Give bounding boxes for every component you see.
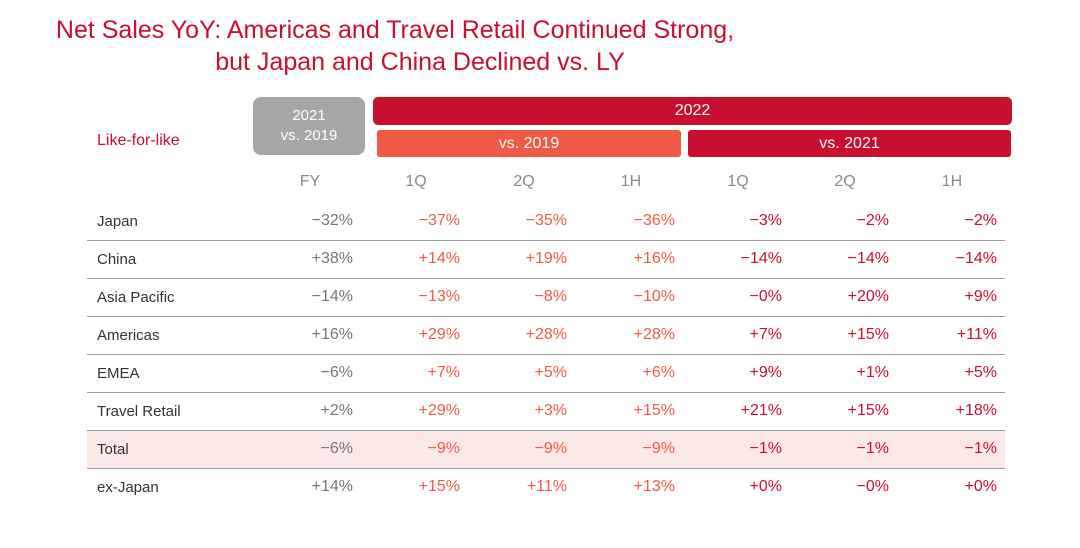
table-cell: +29%	[418, 402, 460, 419]
table-cell: −1%	[749, 440, 782, 457]
col-fy: FY	[299, 173, 321, 190]
table-cell: −14%	[740, 250, 782, 267]
header-2021-year: 2021	[292, 107, 326, 124]
table-cell: +19%	[525, 250, 567, 267]
header-2021-vs-2019: 2021 vs. 2019	[253, 97, 365, 155]
row-label: Travel Retail	[97, 403, 181, 420]
table-cell: +28%	[525, 326, 567, 343]
table-cell: +7%	[749, 326, 782, 343]
like-for-like-label: Like-for-like	[97, 132, 180, 149]
table-cell: −14%	[311, 288, 353, 305]
table-row: Asia Pacific −14% −13% −8% −10% −0% +20%…	[87, 279, 1005, 317]
table-cell: −32%	[311, 212, 353, 229]
table-row: Travel Retail +2% +29% +3% +15% +21% +15…	[87, 393, 1005, 431]
page-title: Net Sales YoY: Americas and Travel Retai…	[0, 14, 790, 78]
table-cell: −9%	[427, 440, 460, 457]
table-cell: +1%	[856, 364, 889, 381]
row-label: China	[97, 251, 137, 268]
table-cell: +13%	[633, 478, 675, 495]
table-cell: +9%	[749, 364, 782, 381]
table-cell: −8%	[534, 288, 567, 305]
table-cell: −14%	[955, 250, 997, 267]
table-cell: +0%	[964, 478, 997, 495]
col-2021-2q: 2Q	[834, 173, 856, 190]
table-row: Americas +16% +29% +28% +28% +7% +15% +1…	[87, 317, 1005, 355]
title-line-1: Net Sales YoY: Americas and Travel Retai…	[55, 16, 735, 44]
header-2021-vs: vs. 2019	[280, 127, 338, 144]
table-cell: −0%	[749, 288, 782, 305]
table-cell: −9%	[534, 440, 567, 457]
header-2022-vs-2019: vs. 2019	[377, 130, 681, 157]
table-cell: −37%	[418, 212, 460, 229]
table-row: ex-Japan +14% +15% +11% +13% +0% −0% +0%	[87, 469, 1005, 507]
table-cell: −13%	[418, 288, 460, 305]
col-2021-1h: 1H	[941, 173, 963, 190]
col-2021-1q: 1Q	[727, 173, 749, 190]
table-cell: −2%	[964, 212, 997, 229]
table-row-total: Total −6% −9% −9% −9% −1% −1% −1%	[87, 431, 1005, 469]
table-cell: −35%	[525, 212, 567, 229]
row-label: Asia Pacific	[97, 289, 175, 306]
table-cell: +14%	[311, 478, 353, 495]
table-cell: +6%	[642, 364, 675, 381]
table-cell: +5%	[534, 364, 567, 381]
row-label: Total	[97, 441, 129, 458]
table-cell: −6%	[320, 440, 353, 457]
table-row: China +38% +14% +19% +16% −14% −14% −14%	[87, 241, 1005, 279]
table-cell: −1%	[964, 440, 997, 457]
table-cell: +38%	[311, 250, 353, 267]
table-cell: −0%	[856, 478, 889, 495]
header-2022: 2022	[373, 97, 1012, 125]
table-cell: +15%	[418, 478, 460, 495]
table-cell: +29%	[418, 326, 460, 343]
col-2019-2q: 2Q	[513, 173, 535, 190]
table-cell: −1%	[856, 440, 889, 457]
row-label: ex-Japan	[97, 479, 159, 496]
table-cell: −14%	[847, 250, 889, 267]
table-cell: +16%	[633, 250, 675, 267]
table-row: Japan −32% −37% −35% −36% −3% −2% −2%	[87, 203, 1005, 241]
table-cell: +20%	[847, 288, 889, 305]
table-cell: +3%	[534, 402, 567, 419]
table-cell: +7%	[427, 364, 460, 381]
table-cell: −9%	[642, 440, 675, 457]
table-cell: +5%	[964, 364, 997, 381]
table-cell: +9%	[964, 288, 997, 305]
row-label: Americas	[97, 327, 160, 344]
table-cell: +2%	[320, 402, 353, 419]
table-cell: +28%	[633, 326, 675, 343]
table-cell: −10%	[633, 288, 675, 305]
row-label: EMEA	[97, 365, 140, 382]
table-cell: +15%	[633, 402, 675, 419]
row-label: Japan	[97, 213, 138, 230]
sales-table: Japan −32% −37% −35% −36% −3% −2% −2% Ch…	[87, 203, 1005, 507]
table-cell: −36%	[633, 212, 675, 229]
table-cell: +15%	[847, 402, 889, 419]
table-cell: −6%	[320, 364, 353, 381]
table-cell: +11%	[526, 478, 567, 495]
table-cell: −2%	[856, 212, 889, 229]
table-cell: +18%	[955, 402, 997, 419]
table-cell: +15%	[847, 326, 889, 343]
header-2022-vs-2021: vs. 2021	[688, 130, 1011, 157]
table-cell: +0%	[749, 478, 782, 495]
table-row: EMEA −6% +7% +5% +6% +9% +1% +5%	[87, 355, 1005, 393]
table-cell: +14%	[418, 250, 460, 267]
col-2019-1q: 1Q	[405, 173, 427, 190]
title-line-2: but Japan and China Declined vs. LY	[215, 48, 625, 76]
table-cell: −3%	[749, 212, 782, 229]
table-cell: +16%	[311, 326, 353, 343]
table-cell: +21%	[740, 402, 782, 419]
table-cell: +11%	[956, 326, 997, 343]
column-headers: FY 1Q 2Q 1H 1Q 2Q 1H	[0, 173, 1080, 195]
col-2019-1h: 1H	[620, 173, 642, 190]
